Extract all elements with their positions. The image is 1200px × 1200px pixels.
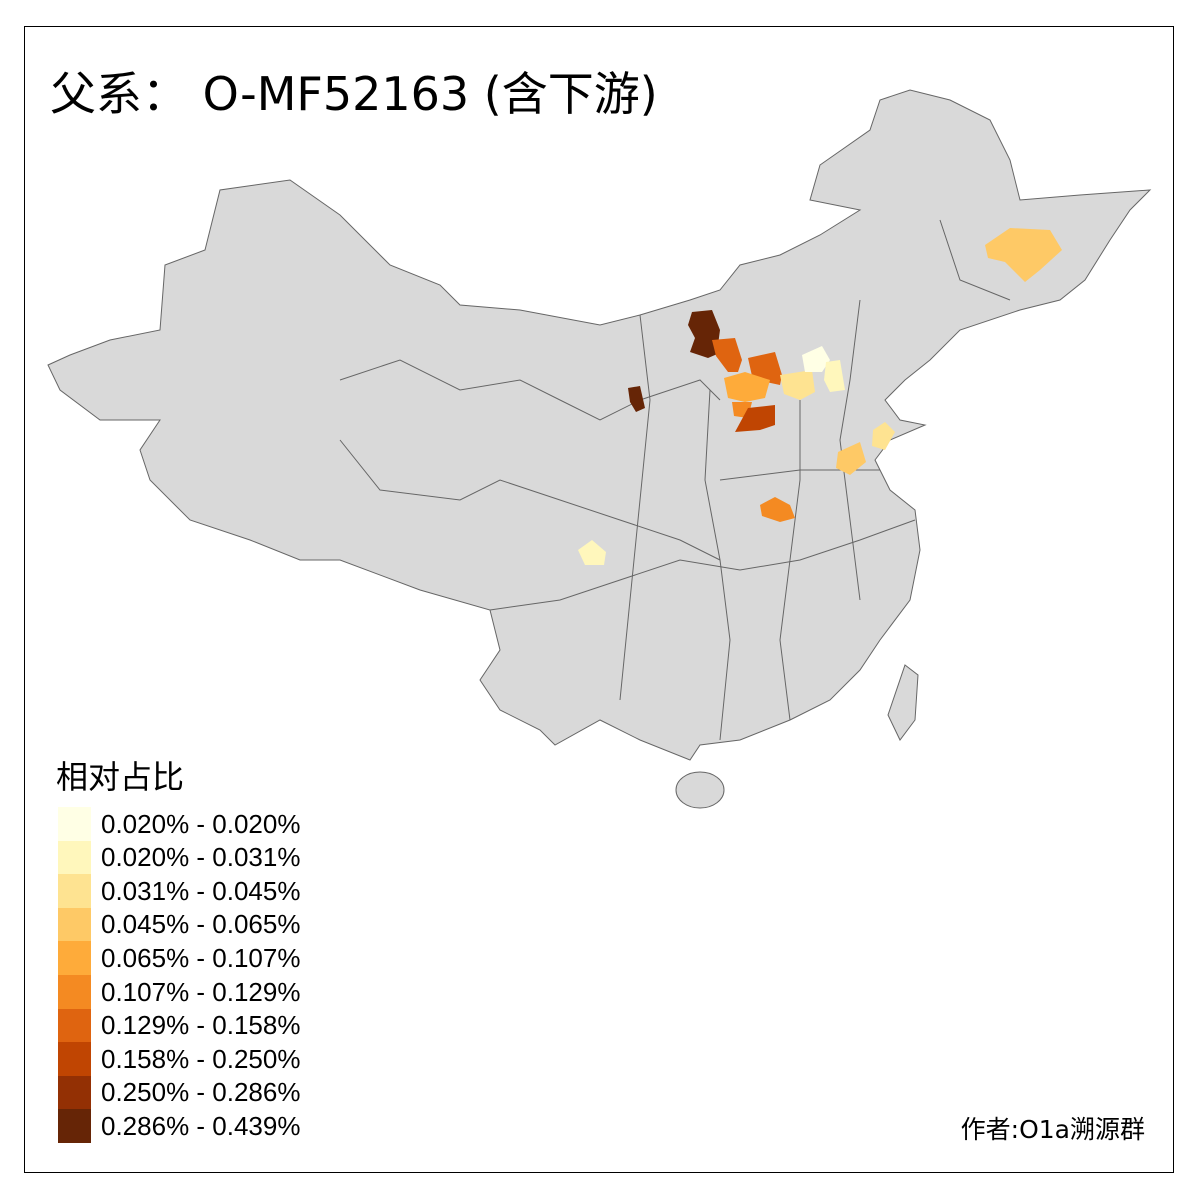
legend-label: 0.129% - 0.158% [101,1010,301,1041]
legend-label: 0.020% - 0.020% [101,808,301,839]
legend-swatch [58,807,91,841]
legend-swatch [58,907,91,942]
legend-label: 0.107% - 0.129% [101,976,301,1007]
region-shaded [724,372,770,402]
legend-item: 0.107% - 0.129% [58,975,300,1009]
legend-title: 相对占比 [56,758,185,796]
region-shaded [760,497,795,522]
region-shaded [578,540,606,565]
legend-label: 0.065% - 0.107% [101,942,301,973]
author-credit: 作者:O1a溯源群 [960,1115,1145,1144]
legend-item: 0.065% - 0.107% [58,941,301,976]
region-shaded [824,360,845,392]
legend-item: 0.286% - 0.439% [58,1109,301,1144]
china-outline [47,89,1152,761]
legend-swatch [58,1075,91,1110]
region-shaded [985,228,1062,282]
plot-border [24,26,1174,1173]
region-shaded [836,442,866,475]
legend-label: 0.158% - 0.250% [101,1043,301,1074]
legend-label: 0.020% - 0.031% [101,842,301,873]
legend-swatch [58,1042,91,1077]
legend-item: 0.020% - 0.031% [58,840,301,875]
legend-label: 0.250% - 0.286% [101,1077,301,1108]
legend-item: 0.020% - 0.020% [58,807,300,841]
region-shaded [735,405,775,432]
legend-item: 0.031% - 0.045% [58,874,301,909]
legend-swatch [58,840,91,875]
legend-item: 0.045% - 0.065% [58,907,301,942]
legend-swatch [58,941,91,976]
legend-swatch [58,1008,91,1043]
region-shaded [780,370,815,400]
region-shaded [628,386,645,412]
legend-swatch [58,1109,91,1144]
legend-item: 0.158% - 0.250% [58,1042,301,1077]
region-shaded [802,346,830,372]
legend-swatch [58,975,91,1009]
hainan [675,771,725,809]
legend-label: 0.286% - 0.439% [101,1110,301,1141]
legend-item: 0.129% - 0.158% [58,1008,301,1043]
region-shaded [872,422,895,450]
region-shaded [712,338,742,372]
legend-swatch [58,874,91,909]
province-borders [339,219,1011,741]
legend-item: 0.250% - 0.286% [58,1075,301,1110]
legend-label: 0.031% - 0.045% [101,875,301,906]
taiwan [887,664,919,741]
legend-label: 0.045% - 0.065% [101,909,301,940]
map-title: 父系： O-MF52163 (含下游) [50,67,658,121]
